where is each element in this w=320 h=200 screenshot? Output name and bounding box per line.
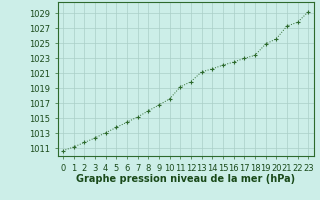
X-axis label: Graphe pression niveau de la mer (hPa): Graphe pression niveau de la mer (hPa) [76,174,295,184]
